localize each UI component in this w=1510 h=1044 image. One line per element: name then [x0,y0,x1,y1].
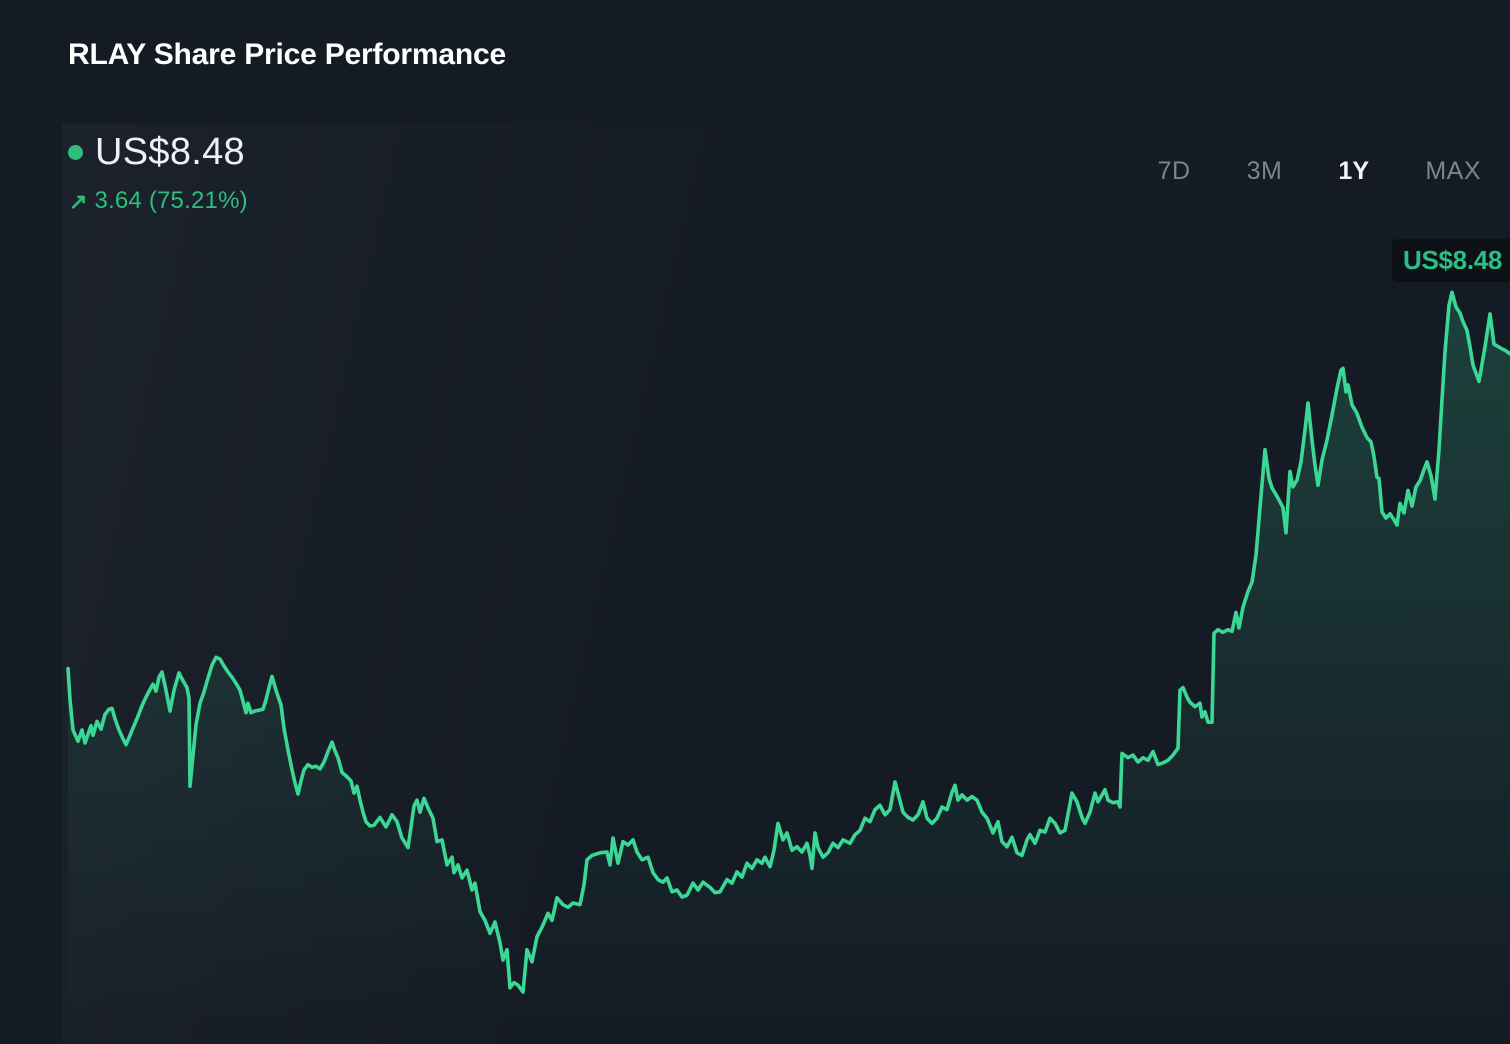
range-button-7d[interactable]: 7D [1157,157,1191,185]
up-right-arrow-icon: ↗ [69,189,88,214]
range-button-3m[interactable]: 3M [1246,157,1283,185]
last-price-tag-label: US$8.48 [1403,245,1503,275]
line-area-fill [68,292,1510,1044]
price-line [66,290,1510,994]
range-button-1y[interactable]: 1Y [1338,157,1370,185]
page-title: RLAY Share Price Performance [68,38,506,71]
range-button-max[interactable]: MAX [1425,157,1481,185]
price-change-row: ↗ 3.64 (75.21%) [69,187,248,215]
price-change: 3.64 (75.21%) [94,187,248,214]
last-price-tag: US$8.48 [1392,239,1510,282]
live-dot-icon [68,145,83,160]
current-price: US$8.48 [95,131,245,173]
range-selector: 7D 3M 1Y MAX [1158,157,1481,186]
current-price-row: US$8.48 [68,131,245,174]
